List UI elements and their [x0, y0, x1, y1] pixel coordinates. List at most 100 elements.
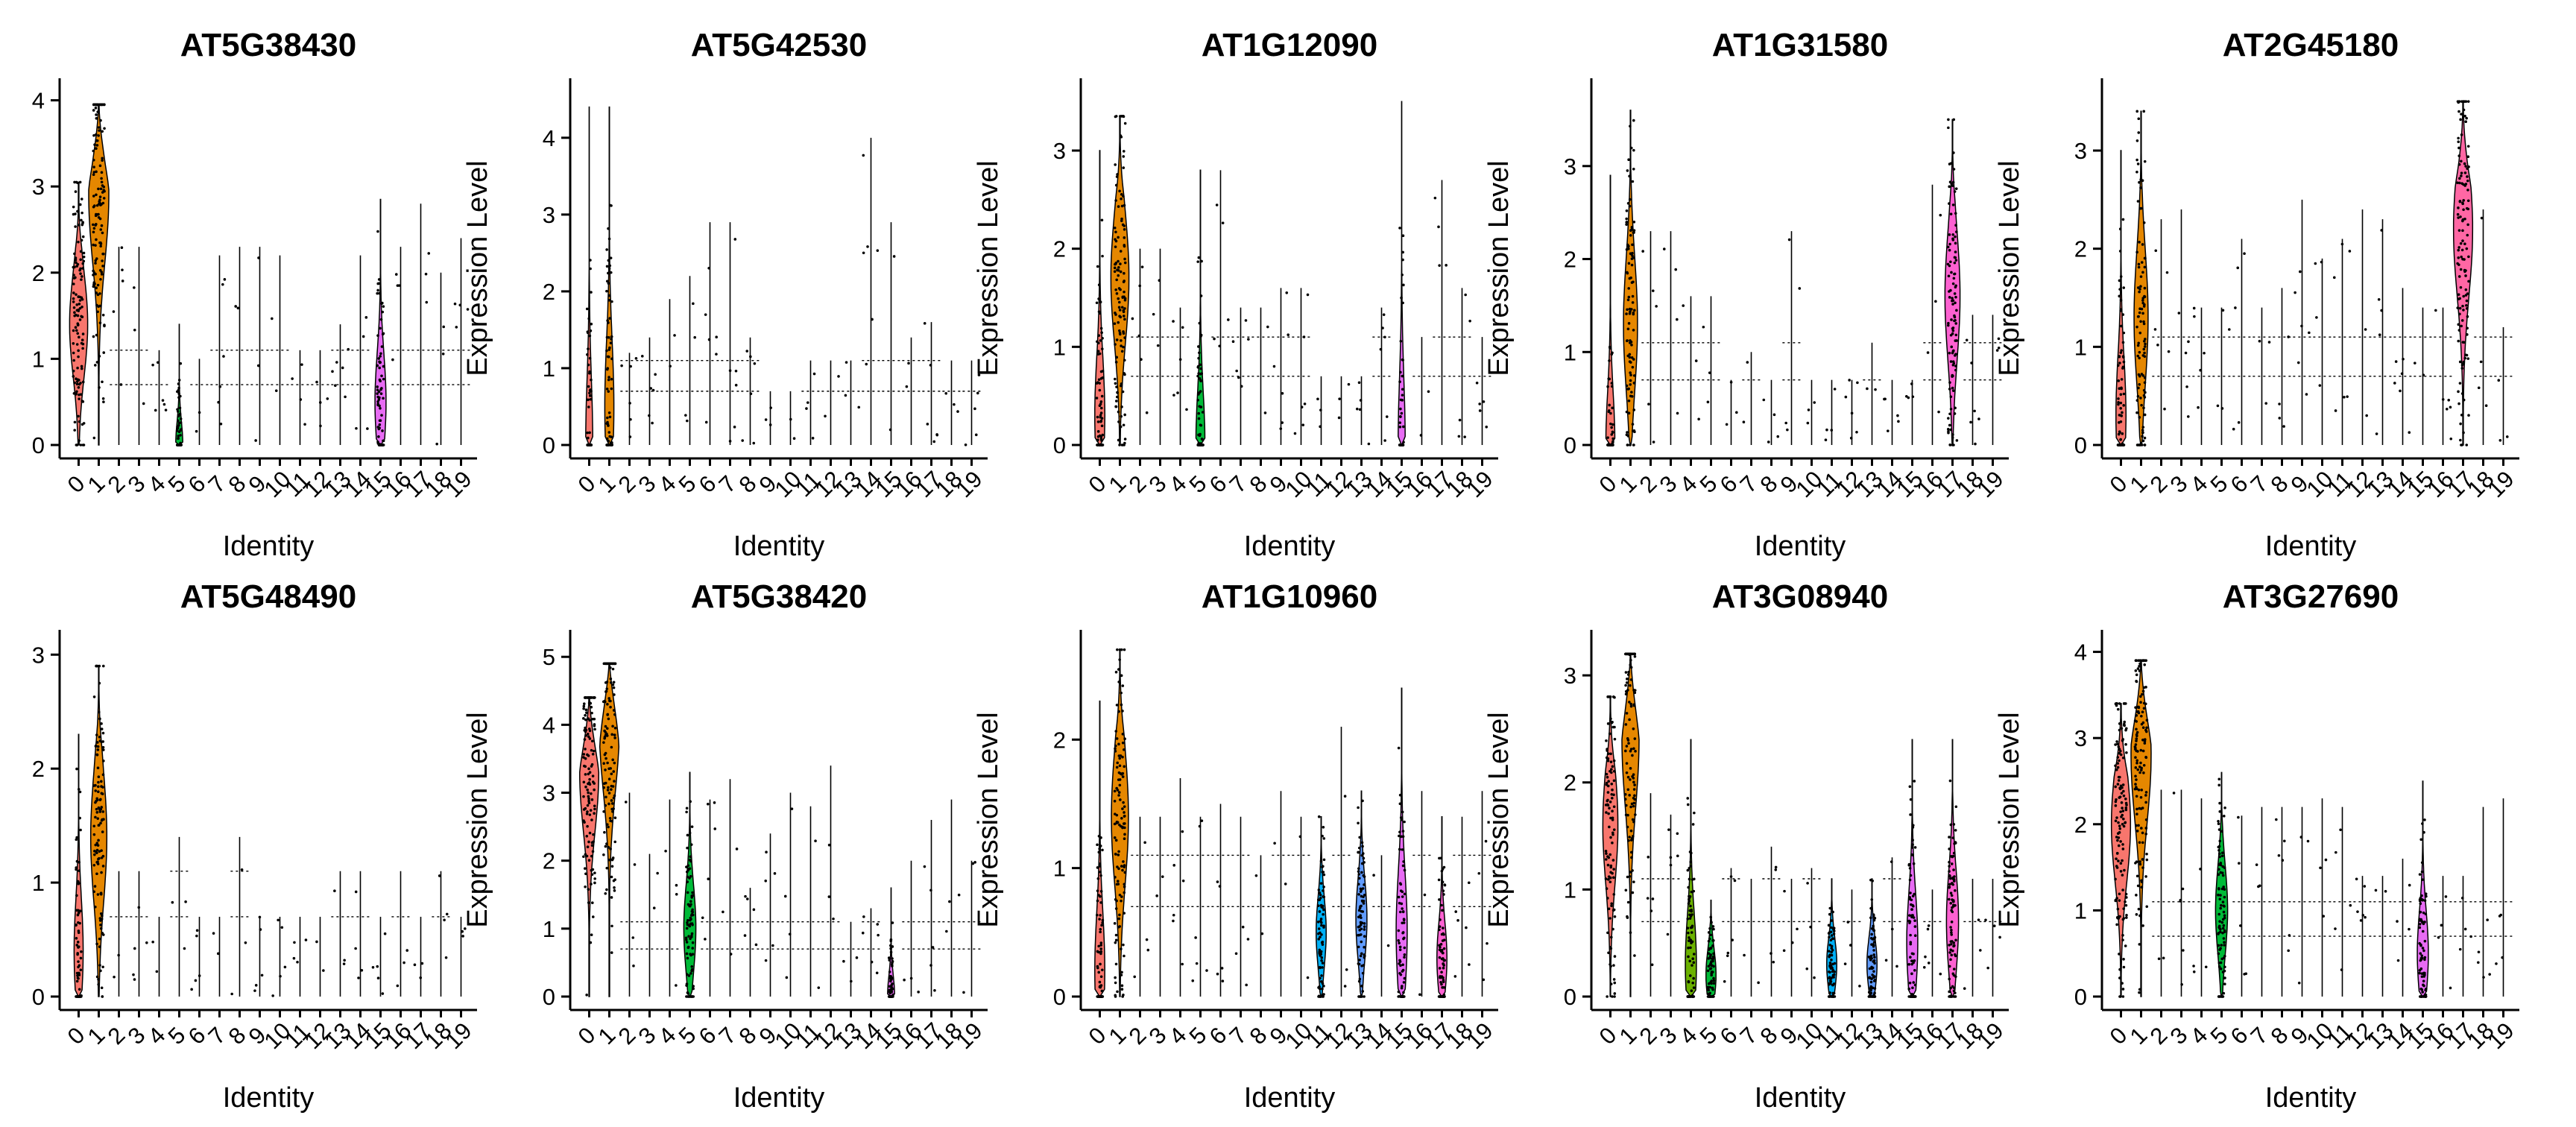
jitter-point [1287, 333, 1290, 336]
jitter-point [2447, 399, 2451, 402]
jitter-point [1868, 967, 1872, 970]
jitter-point [587, 363, 590, 367]
jitter-point [1611, 437, 1614, 441]
jitter-point [686, 868, 690, 872]
jitter-point [95, 103, 98, 107]
jitter-point [96, 110, 99, 113]
jitter-point [1398, 793, 1402, 797]
jitter-point [253, 989, 256, 992]
jitter-point [223, 278, 227, 281]
jitter-point [1120, 204, 1124, 208]
x-tick-label: 6 [694, 470, 722, 498]
jitter-point [1831, 910, 1834, 914]
jitter-point [382, 397, 385, 400]
jitter-point [1611, 440, 1614, 443]
jitter-point [1629, 666, 1633, 669]
jitter-point [1624, 888, 1628, 892]
jitter-point [1825, 428, 1828, 432]
jitter-point [1948, 248, 1951, 252]
jitter-point [675, 892, 678, 896]
jitter-point [1123, 257, 1126, 261]
jitter-point [1098, 862, 1102, 865]
jitter-point [427, 252, 431, 255]
jitter-point [1398, 227, 1401, 230]
jitter-point [1357, 846, 1361, 850]
jitter-point [1625, 221, 1629, 224]
jitter-point [1624, 813, 1628, 817]
y-tick-label: 2 [543, 279, 555, 305]
jitter-point [1118, 315, 1121, 318]
jitter-point [75, 995, 78, 998]
jitter-point [1198, 824, 1202, 828]
jitter-point [2355, 877, 2358, 881]
jitter-point [2364, 328, 2367, 331]
jitter-point [1629, 652, 1632, 656]
jitter-point [1247, 338, 1250, 341]
jitter-point [94, 224, 97, 227]
jitter-point [1725, 423, 1729, 426]
jitter-point [1662, 247, 1666, 250]
jitter-point [78, 869, 80, 873]
jitter-point [1156, 344, 1160, 347]
jitter-point [2258, 339, 2261, 343]
jitter-point [1437, 995, 1441, 998]
jitter-point [92, 149, 95, 153]
jitter-point [1628, 701, 1631, 704]
jitter-point [1952, 900, 1955, 903]
jitter-point [1828, 935, 1831, 939]
jitter-point [1321, 834, 1324, 838]
jitter-point [1951, 180, 1955, 184]
jitter-point [689, 972, 692, 975]
jitter-point [1686, 926, 1690, 929]
jitter-point [586, 804, 590, 807]
jitter-point [1123, 871, 1127, 874]
jitter-point [722, 910, 724, 914]
jitter-point [582, 717, 585, 720]
jitter-point [891, 921, 894, 924]
jitter-point [1115, 704, 1119, 707]
jitter-point [611, 758, 614, 762]
jitter-point [463, 927, 467, 930]
jitter-point [2364, 915, 2367, 919]
jitter-point [1949, 948, 1952, 952]
jitter-point [1418, 993, 1421, 997]
jitter-point [1951, 910, 1954, 914]
jitter-point [862, 251, 865, 255]
jitter-point [607, 825, 610, 829]
jitter-point [1954, 285, 1957, 289]
jitter-point [1114, 744, 1117, 748]
jitter-point [2466, 326, 2469, 330]
jitter-point [1398, 910, 1402, 914]
jitter-point [1099, 914, 1102, 917]
jitter-point [80, 364, 83, 368]
jitter-point [589, 809, 593, 812]
jitter-point [1298, 835, 1302, 839]
jitter-point [1633, 430, 1636, 434]
jitter-point [1632, 231, 1635, 234]
jitter-point [1401, 864, 1405, 868]
jitter-point [604, 891, 607, 895]
jitter-point [1244, 319, 1248, 322]
jitter-point [1626, 775, 1630, 779]
jitter-point [2462, 183, 2465, 186]
jitter-point [1831, 983, 1834, 987]
x-axis-label: Identity [1755, 531, 1846, 562]
jitter-point [121, 280, 124, 282]
jitter-point [2363, 885, 2367, 888]
jitter-point [1625, 209, 1629, 212]
jitter-point [256, 364, 260, 367]
jitter-point [2143, 355, 2147, 359]
jitter-point [1098, 847, 1101, 850]
jitter-point [1911, 839, 1914, 842]
jitter-point [99, 244, 102, 248]
jitter-point [973, 861, 976, 864]
jitter-point [379, 388, 382, 391]
jitter-point [1946, 428, 1950, 431]
jitter-point [1099, 836, 1102, 839]
jitter-point [2139, 275, 2143, 278]
jitter-point [96, 860, 99, 864]
jitter-point [1831, 976, 1834, 979]
jitter-point [1907, 987, 1911, 991]
jitter-point [1607, 877, 1610, 881]
jitter-point [1711, 959, 1714, 963]
